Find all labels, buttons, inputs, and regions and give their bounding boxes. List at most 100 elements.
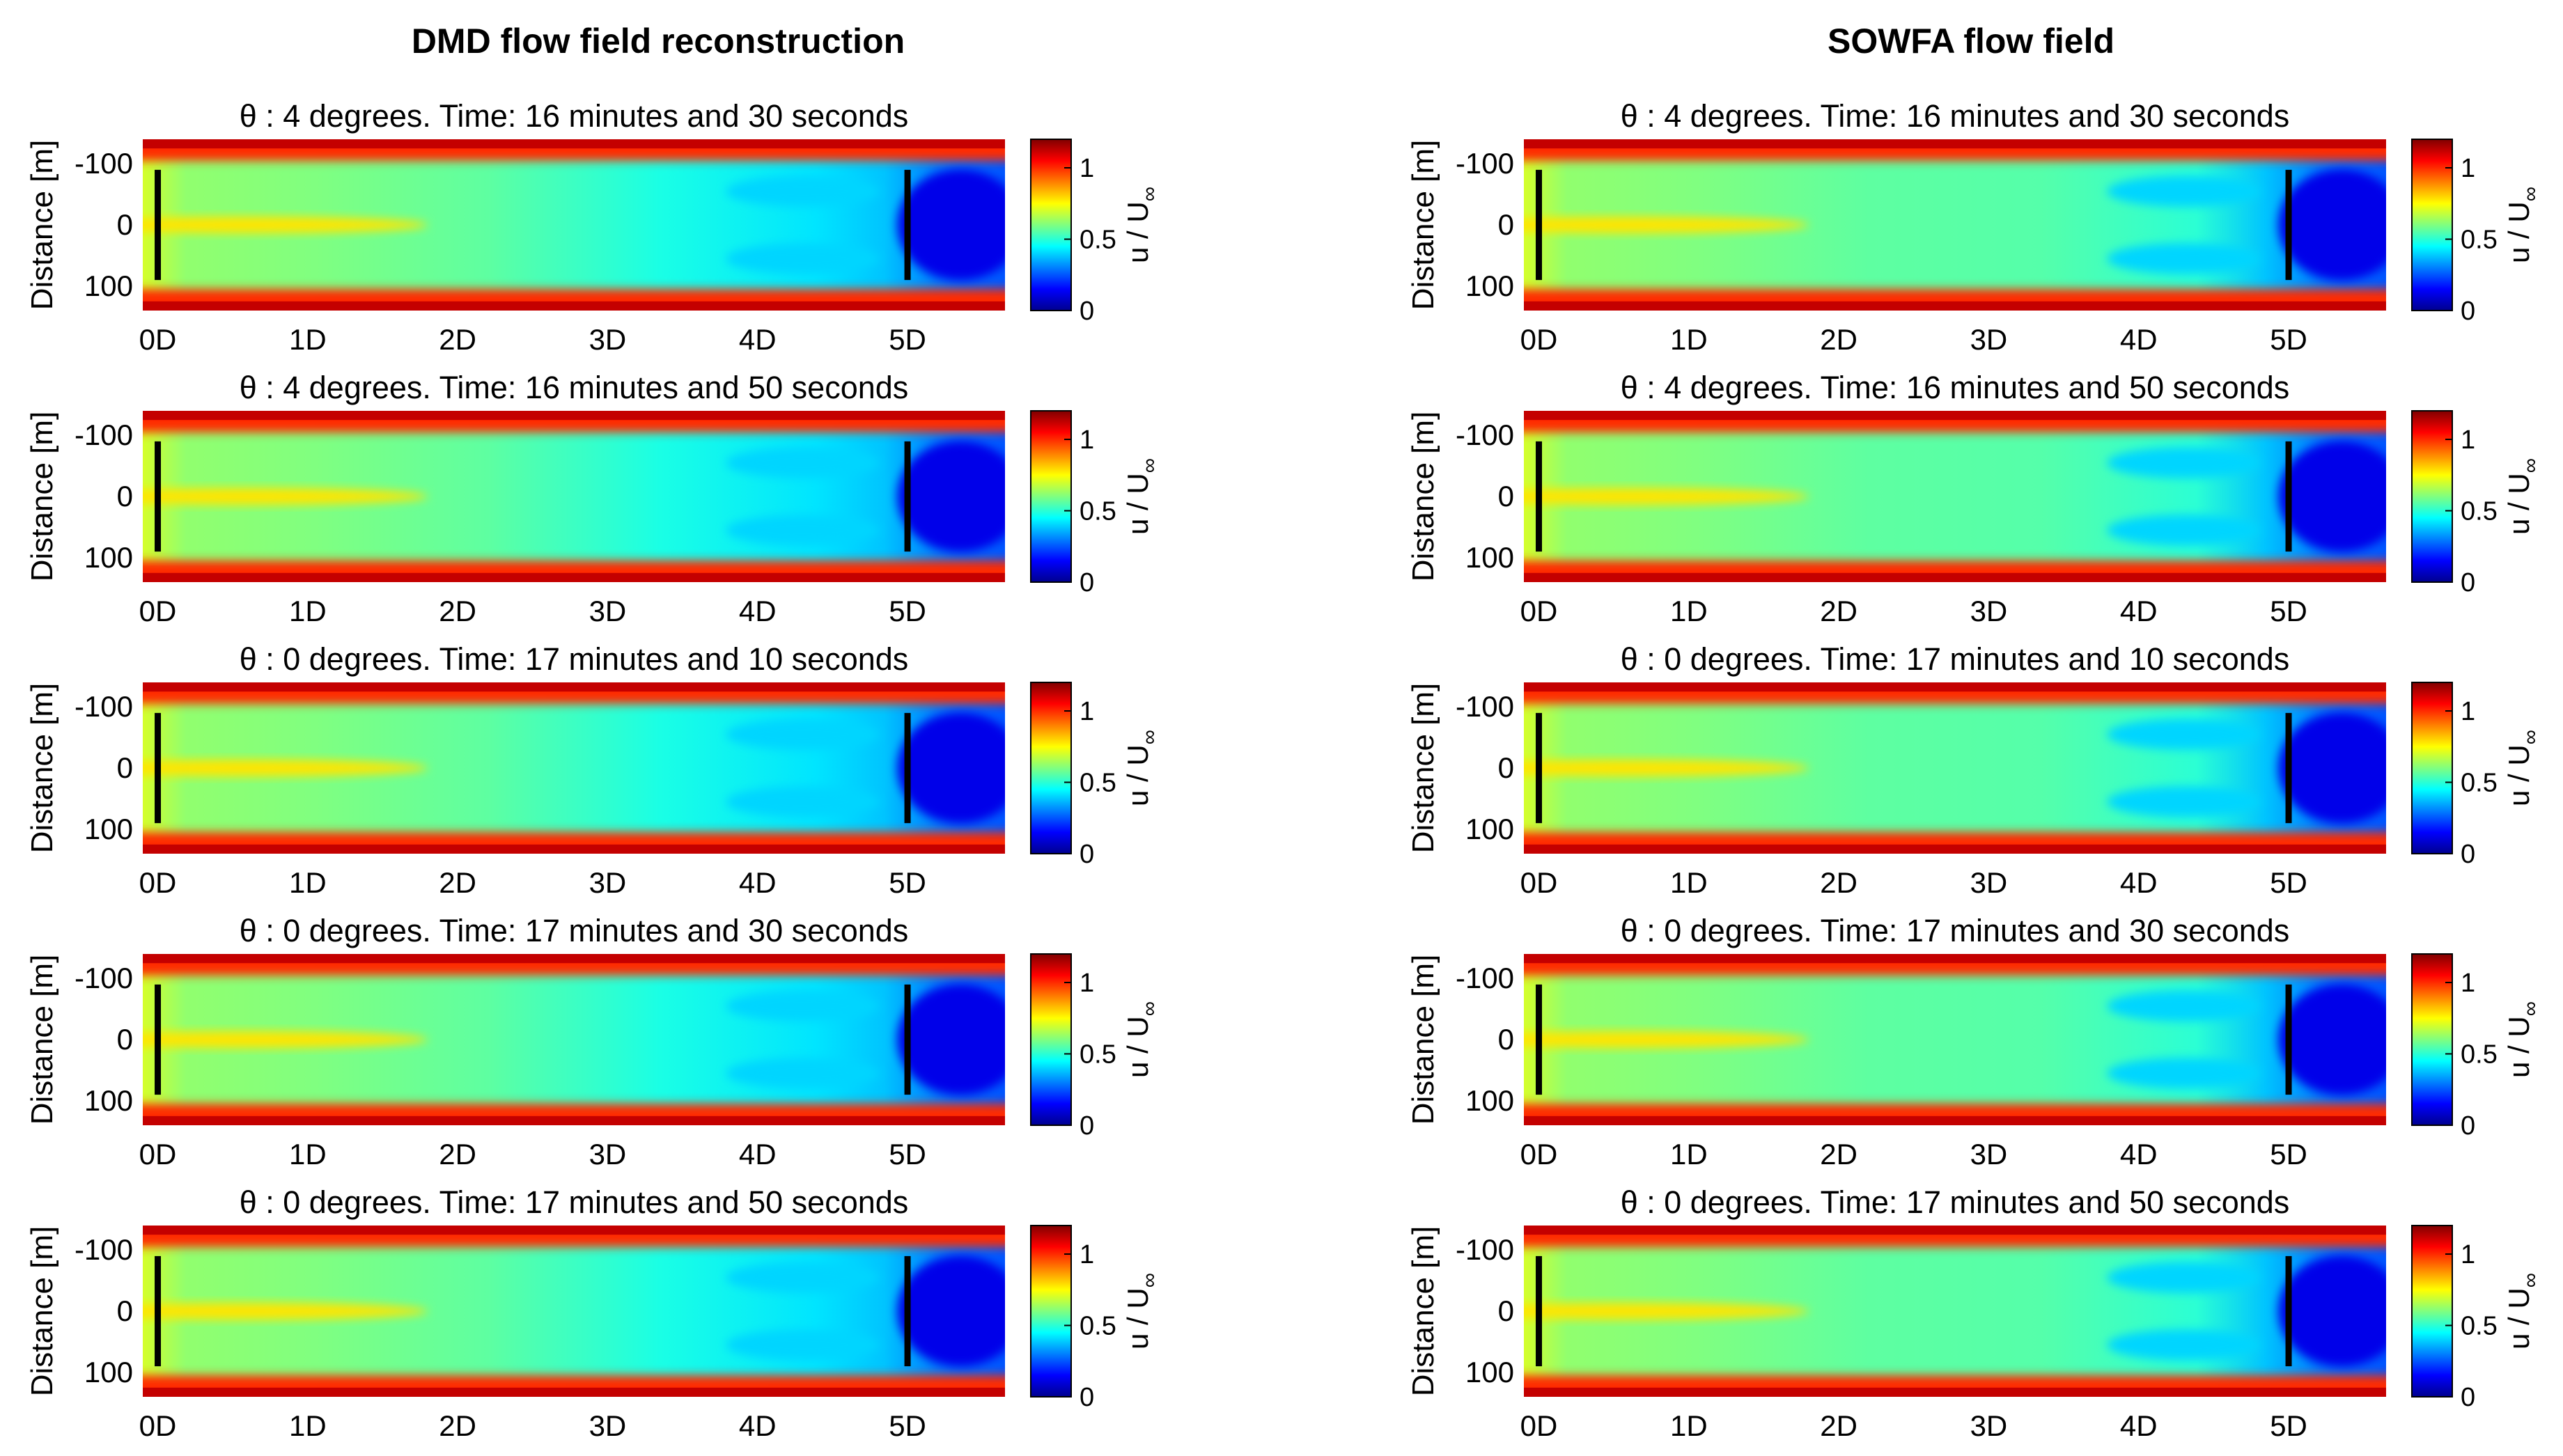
colorbar: [2411, 953, 2453, 1126]
freestream-top: [143, 1226, 1005, 1235]
x-tick-label: 2D: [1820, 323, 1857, 356]
y-tick-label: 0: [1498, 208, 1514, 241]
freestream-bottom: [143, 301, 1005, 311]
colorbar-tick-label: 0.5: [1080, 1040, 1116, 1070]
colorbar: [2411, 139, 2453, 311]
y-axis-label: Distance [m]: [25, 1226, 59, 1397]
x-tick-label: 4D: [2120, 1409, 2158, 1442]
colorbar-label: u / U∞: [1121, 458, 1161, 535]
x-tick-label: 4D: [739, 866, 777, 899]
freestream-top: [1524, 139, 2386, 149]
y-tick-label: -100: [75, 1233, 133, 1266]
wake-lobe-upper: [2107, 447, 2261, 478]
panel-sowfa-4: θ : 0 degrees. Time: 17 minutes and 30 s…: [1406, 913, 2542, 1171]
panel-sowfa-3: θ : 0 degrees. Time: 17 minutes and 10 s…: [1406, 641, 2542, 899]
freestream-top: [1524, 954, 2386, 964]
x-tick-label: 1D: [289, 866, 327, 899]
low-speed-core: [2278, 712, 2386, 824]
column-title-sowfa: SOWFA flow field: [1828, 22, 2114, 61]
flow-field: [1524, 139, 2386, 311]
x-tick-label: 4D: [739, 323, 777, 356]
freestream-bottom: [143, 572, 1005, 582]
wake-lobe-upper: [726, 990, 880, 1021]
x-tick-label: 5D: [889, 1409, 926, 1442]
wake-lobe-upper: [2107, 719, 2261, 750]
wake-lobe-upper: [726, 447, 880, 478]
x-tick-label: 0D: [1520, 323, 1558, 356]
freestream-top: [143, 411, 1005, 421]
y-tick-label: 0: [117, 1294, 133, 1327]
colorbar-label-subscript: ∞: [2519, 187, 2542, 201]
x-tick-label: 3D: [1970, 595, 2008, 627]
colorbar-tick-label: 1: [1080, 697, 1094, 726]
x-tick-label: 3D: [589, 323, 627, 356]
colorbar: [1030, 139, 1072, 311]
low-speed-core: [897, 1255, 1005, 1367]
colorbar-label-subscript: ∞: [1138, 1001, 1161, 1016]
flow-field: [143, 954, 1005, 1125]
colorbar-label: u / U∞: [2502, 1273, 2542, 1349]
x-tick-label: 0D: [1520, 866, 1558, 899]
flow-field: [1524, 954, 2386, 1125]
colorbar-label: u / U∞: [1121, 187, 1161, 263]
y-tick-label: -100: [1456, 147, 1514, 180]
freestream-top: [1524, 1226, 2386, 1235]
y-axis-label: Distance [m]: [1406, 683, 1440, 854]
x-tick-label: 3D: [589, 595, 627, 627]
wake-lobe-lower: [2107, 243, 2261, 274]
colorbar-tick-label: 0.5: [2461, 497, 2498, 526]
y-axis-label: Distance [m]: [25, 955, 59, 1125]
colorbar-tick-label: 0: [1080, 1111, 1094, 1141]
freestream-top: [143, 682, 1005, 692]
y-tick-label: 100: [1465, 1356, 1514, 1388]
colorbar-tick-label: 0: [1080, 1383, 1094, 1412]
y-axis-label: Distance [m]: [1406, 1226, 1440, 1397]
colorbar-tick-label: 1: [2461, 154, 2475, 183]
x-tick-label: 0D: [1520, 1409, 1558, 1442]
panel-dmd-5: θ : 0 degrees. Time: 17 minutes and 50 s…: [25, 1184, 1161, 1442]
flow-field: [1524, 682, 2386, 854]
colorbar-tick-label: 1: [2461, 425, 2475, 455]
wake-lobe-lower: [2107, 515, 2261, 546]
hub-jet: [1524, 1031, 1809, 1048]
x-tick-label: 4D: [739, 595, 777, 627]
wake-lobe-lower: [726, 1329, 880, 1361]
x-tick-label: 2D: [1820, 866, 1857, 899]
freestream-bottom: [1524, 1116, 2386, 1125]
x-tick-label: 0D: [139, 1409, 177, 1442]
low-speed-core: [897, 984, 1005, 1095]
panel-sowfa-5: θ : 0 degrees. Time: 17 minutes and 50 s…: [1406, 1184, 2542, 1442]
panel-title: θ : 0 degrees. Time: 17 minutes and 10 s…: [1621, 641, 2290, 677]
shear-layer-bottom: [1524, 832, 2386, 854]
colorbar-tick-label: 0: [2461, 1383, 2475, 1412]
wake-lobe-upper: [726, 719, 880, 750]
colorbar-label-subscript: ∞: [2519, 1273, 2542, 1287]
colorbar-tick-label: 0.5: [1080, 769, 1116, 798]
shear-layer-bottom: [143, 561, 1005, 582]
y-tick-label: 100: [1465, 269, 1514, 302]
flow-field: [1524, 411, 2386, 582]
panel-title: θ : 0 degrees. Time: 17 minutes and 50 s…: [1621, 1184, 2290, 1220]
x-tick-label: 0D: [139, 323, 177, 356]
x-tick-label: 1D: [289, 1409, 327, 1442]
x-tick-label: 2D: [439, 595, 476, 627]
colorbar-label-subscript: ∞: [2519, 1001, 2542, 1016]
wake-lobe-lower: [726, 1058, 880, 1089]
colorbar-tick-label: 0: [1080, 840, 1094, 869]
colorbar: [1030, 1225, 1072, 1398]
y-tick-label: 0: [1498, 480, 1514, 512]
shear-layer-bottom: [143, 1104, 1005, 1125]
colorbar-label: u / U∞: [1121, 1273, 1161, 1349]
y-tick-label: 0: [1498, 1023, 1514, 1056]
colorbar-tick-label: 0.5: [2461, 1040, 2498, 1070]
x-tick-label: 5D: [889, 866, 926, 899]
x-tick-label: 2D: [439, 866, 476, 899]
panels-container: θ : 4 degrees. Time: 16 minutes and 30 s…: [25, 98, 2542, 1442]
low-speed-core: [897, 712, 1005, 824]
colorbar-tick-label: 1: [2461, 1240, 2475, 1269]
panel-sowfa-1: θ : 4 degrees. Time: 16 minutes and 30 s…: [1406, 98, 2542, 356]
y-tick-label: -100: [75, 418, 133, 451]
x-tick-label: 1D: [1670, 1409, 1708, 1442]
x-tick-label: 5D: [889, 595, 926, 627]
colorbar-tick-label: 0.5: [1080, 1312, 1116, 1341]
